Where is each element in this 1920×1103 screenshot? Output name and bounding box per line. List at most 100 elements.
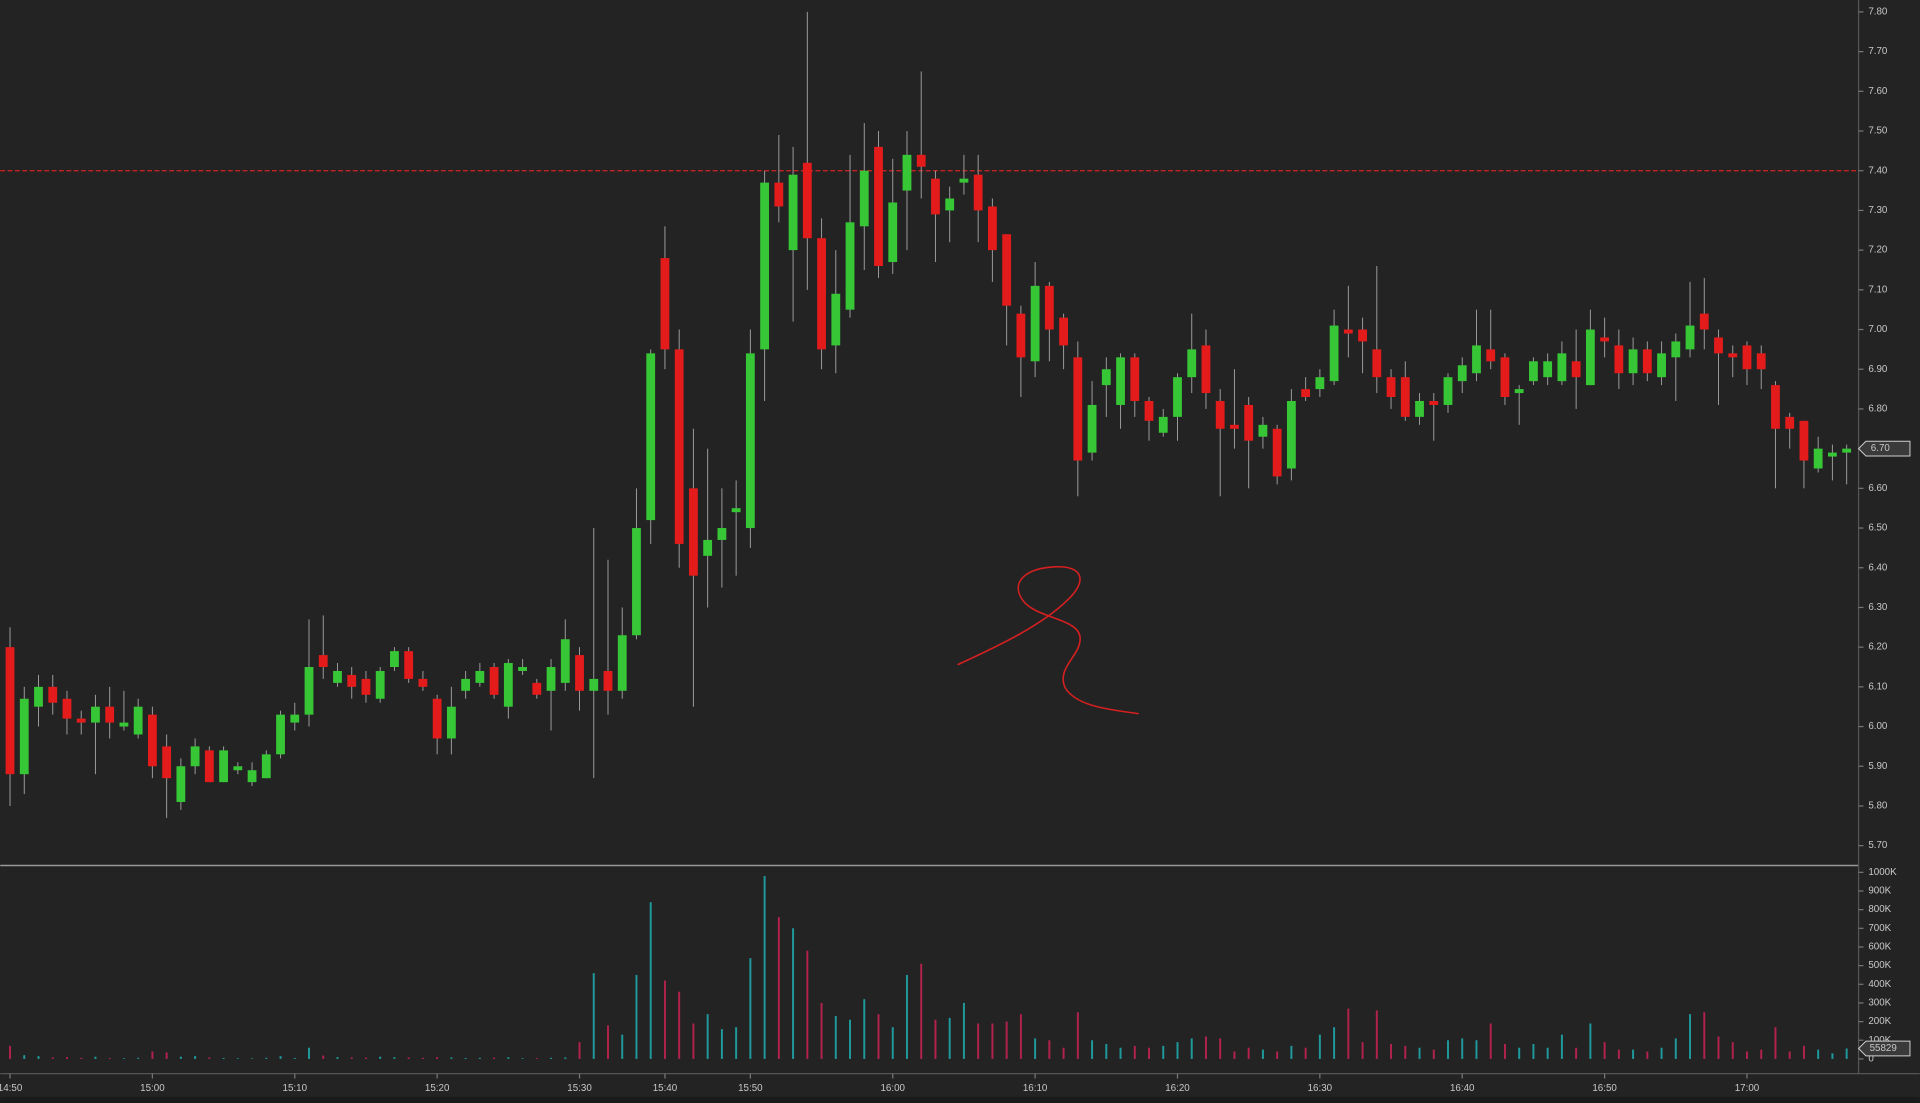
- volume-bar: [1432, 1049, 1435, 1059]
- candle-body: [646, 353, 656, 521]
- candle-body: [1828, 452, 1837, 457]
- volume-bar: [23, 1055, 26, 1059]
- last-price-marker: [1857, 440, 1911, 457]
- volume-bar: [977, 1023, 980, 1059]
- candle-body: [831, 293, 841, 346]
- volume-bar: [1703, 1012, 1706, 1059]
- volume-bar: [450, 1057, 453, 1059]
- y-tick-label: 6.00: [1868, 721, 1888, 732]
- volume-bar: [578, 1042, 581, 1059]
- volume-bar: [777, 917, 780, 1059]
- candle-body: [375, 670, 385, 699]
- volume-bar: [1802, 1045, 1805, 1059]
- volume-bar: [1831, 1053, 1834, 1059]
- volume-bar: [1119, 1047, 1122, 1059]
- candle-body: [532, 682, 542, 695]
- candle-body: [703, 539, 713, 556]
- volume-bar: [1717, 1036, 1720, 1059]
- y-tick-label: 6.80: [1868, 404, 1888, 415]
- candle-body: [5, 647, 15, 775]
- volume-bar: [962, 1002, 965, 1059]
- candle-body: [333, 670, 342, 683]
- volume-bar: [1632, 1049, 1635, 1059]
- candle-body: [1543, 361, 1553, 378]
- volume-bar: [720, 1029, 723, 1059]
- volume-bar: [222, 1057, 225, 1059]
- volume-bar: [678, 991, 681, 1059]
- volume-bar: [265, 1057, 268, 1059]
- volume-bar: [920, 963, 923, 1059]
- volume-bar: [663, 980, 666, 1059]
- volume-bar: [322, 1055, 325, 1059]
- volume-bar: [478, 1057, 481, 1059]
- volume-bar: [80, 1057, 83, 1059]
- volume-bar: [763, 876, 766, 1059]
- volume-bar: [1589, 1023, 1592, 1059]
- candle-body: [1087, 404, 1097, 453]
- candle-body: [1044, 285, 1054, 330]
- y-tick-label: 6.10: [1868, 681, 1888, 692]
- volume-bar: [749, 958, 752, 1059]
- volume-bar: [137, 1057, 140, 1059]
- candle-body: [1699, 313, 1709, 330]
- candle-body: [1315, 377, 1325, 390]
- volume-bar: [1190, 1038, 1193, 1059]
- volume-bar: [834, 1016, 837, 1059]
- candle-body: [859, 170, 869, 227]
- candle-body: [1301, 389, 1311, 398]
- y-tick-label: 6.30: [1868, 602, 1888, 613]
- candle-body: [1230, 424, 1239, 429]
- candle-body: [1628, 349, 1638, 374]
- candle-body: [1472, 345, 1481, 374]
- volume-bar: [1518, 1047, 1521, 1059]
- volume-bar: [1674, 1038, 1677, 1059]
- x-tick-label: 16:10: [1023, 1083, 1048, 1094]
- candle-body: [1799, 420, 1809, 461]
- candle-body: [1173, 377, 1182, 417]
- candle-body: [1215, 400, 1225, 429]
- volume-bar: [1261, 1049, 1264, 1059]
- candle-body: [1642, 349, 1652, 374]
- candle-body: [1272, 428, 1282, 477]
- volume-bar: [1148, 1047, 1150, 1059]
- volume-bar: [820, 1002, 823, 1059]
- volume-bar: [692, 1023, 695, 1059]
- candle-body: [589, 678, 599, 691]
- candle-body: [318, 655, 328, 667]
- volume-bar: [1760, 1049, 1763, 1059]
- volume-bar: [1575, 1047, 1578, 1059]
- candle-body: [390, 651, 399, 667]
- volume-bar: [1817, 1049, 1820, 1059]
- y-tick-label: 5.80: [1868, 801, 1888, 812]
- volume-bar: [236, 1058, 239, 1059]
- candle-body: [1386, 377, 1396, 398]
- candle-body: [162, 746, 172, 779]
- candle-body: [987, 206, 997, 251]
- volume-bar: [1788, 1051, 1791, 1059]
- y-tick-label: 7.60: [1868, 86, 1888, 97]
- candle-body: [1657, 353, 1666, 378]
- candle-body: [48, 686, 58, 703]
- candle-body: [133, 706, 143, 735]
- volume-bar: [1347, 1008, 1350, 1059]
- volume-bar: [1461, 1038, 1464, 1059]
- candle-body: [632, 528, 641, 636]
- candle-body: [361, 678, 371, 695]
- candle-body: [176, 766, 186, 802]
- y-tick-label: 7.10: [1868, 284, 1888, 295]
- y2-tick-label: 800K: [1868, 904, 1891, 915]
- volume-bar: [1689, 1014, 1692, 1059]
- candle-body: [247, 770, 257, 783]
- candle-body: [1343, 329, 1353, 334]
- x-tick-label: 16:40: [1450, 1083, 1475, 1094]
- volume-bar: [251, 1058, 254, 1059]
- candle-body: [304, 666, 314, 715]
- volume-bar: [1133, 1045, 1136, 1059]
- candle-body: [347, 674, 357, 687]
- candle-body: [276, 714, 285, 755]
- candle-body: [745, 353, 755, 529]
- volume-bar: [735, 1027, 738, 1059]
- volume-bar: [407, 1057, 410, 1059]
- x-tick-label: 17:00: [1735, 1083, 1760, 1094]
